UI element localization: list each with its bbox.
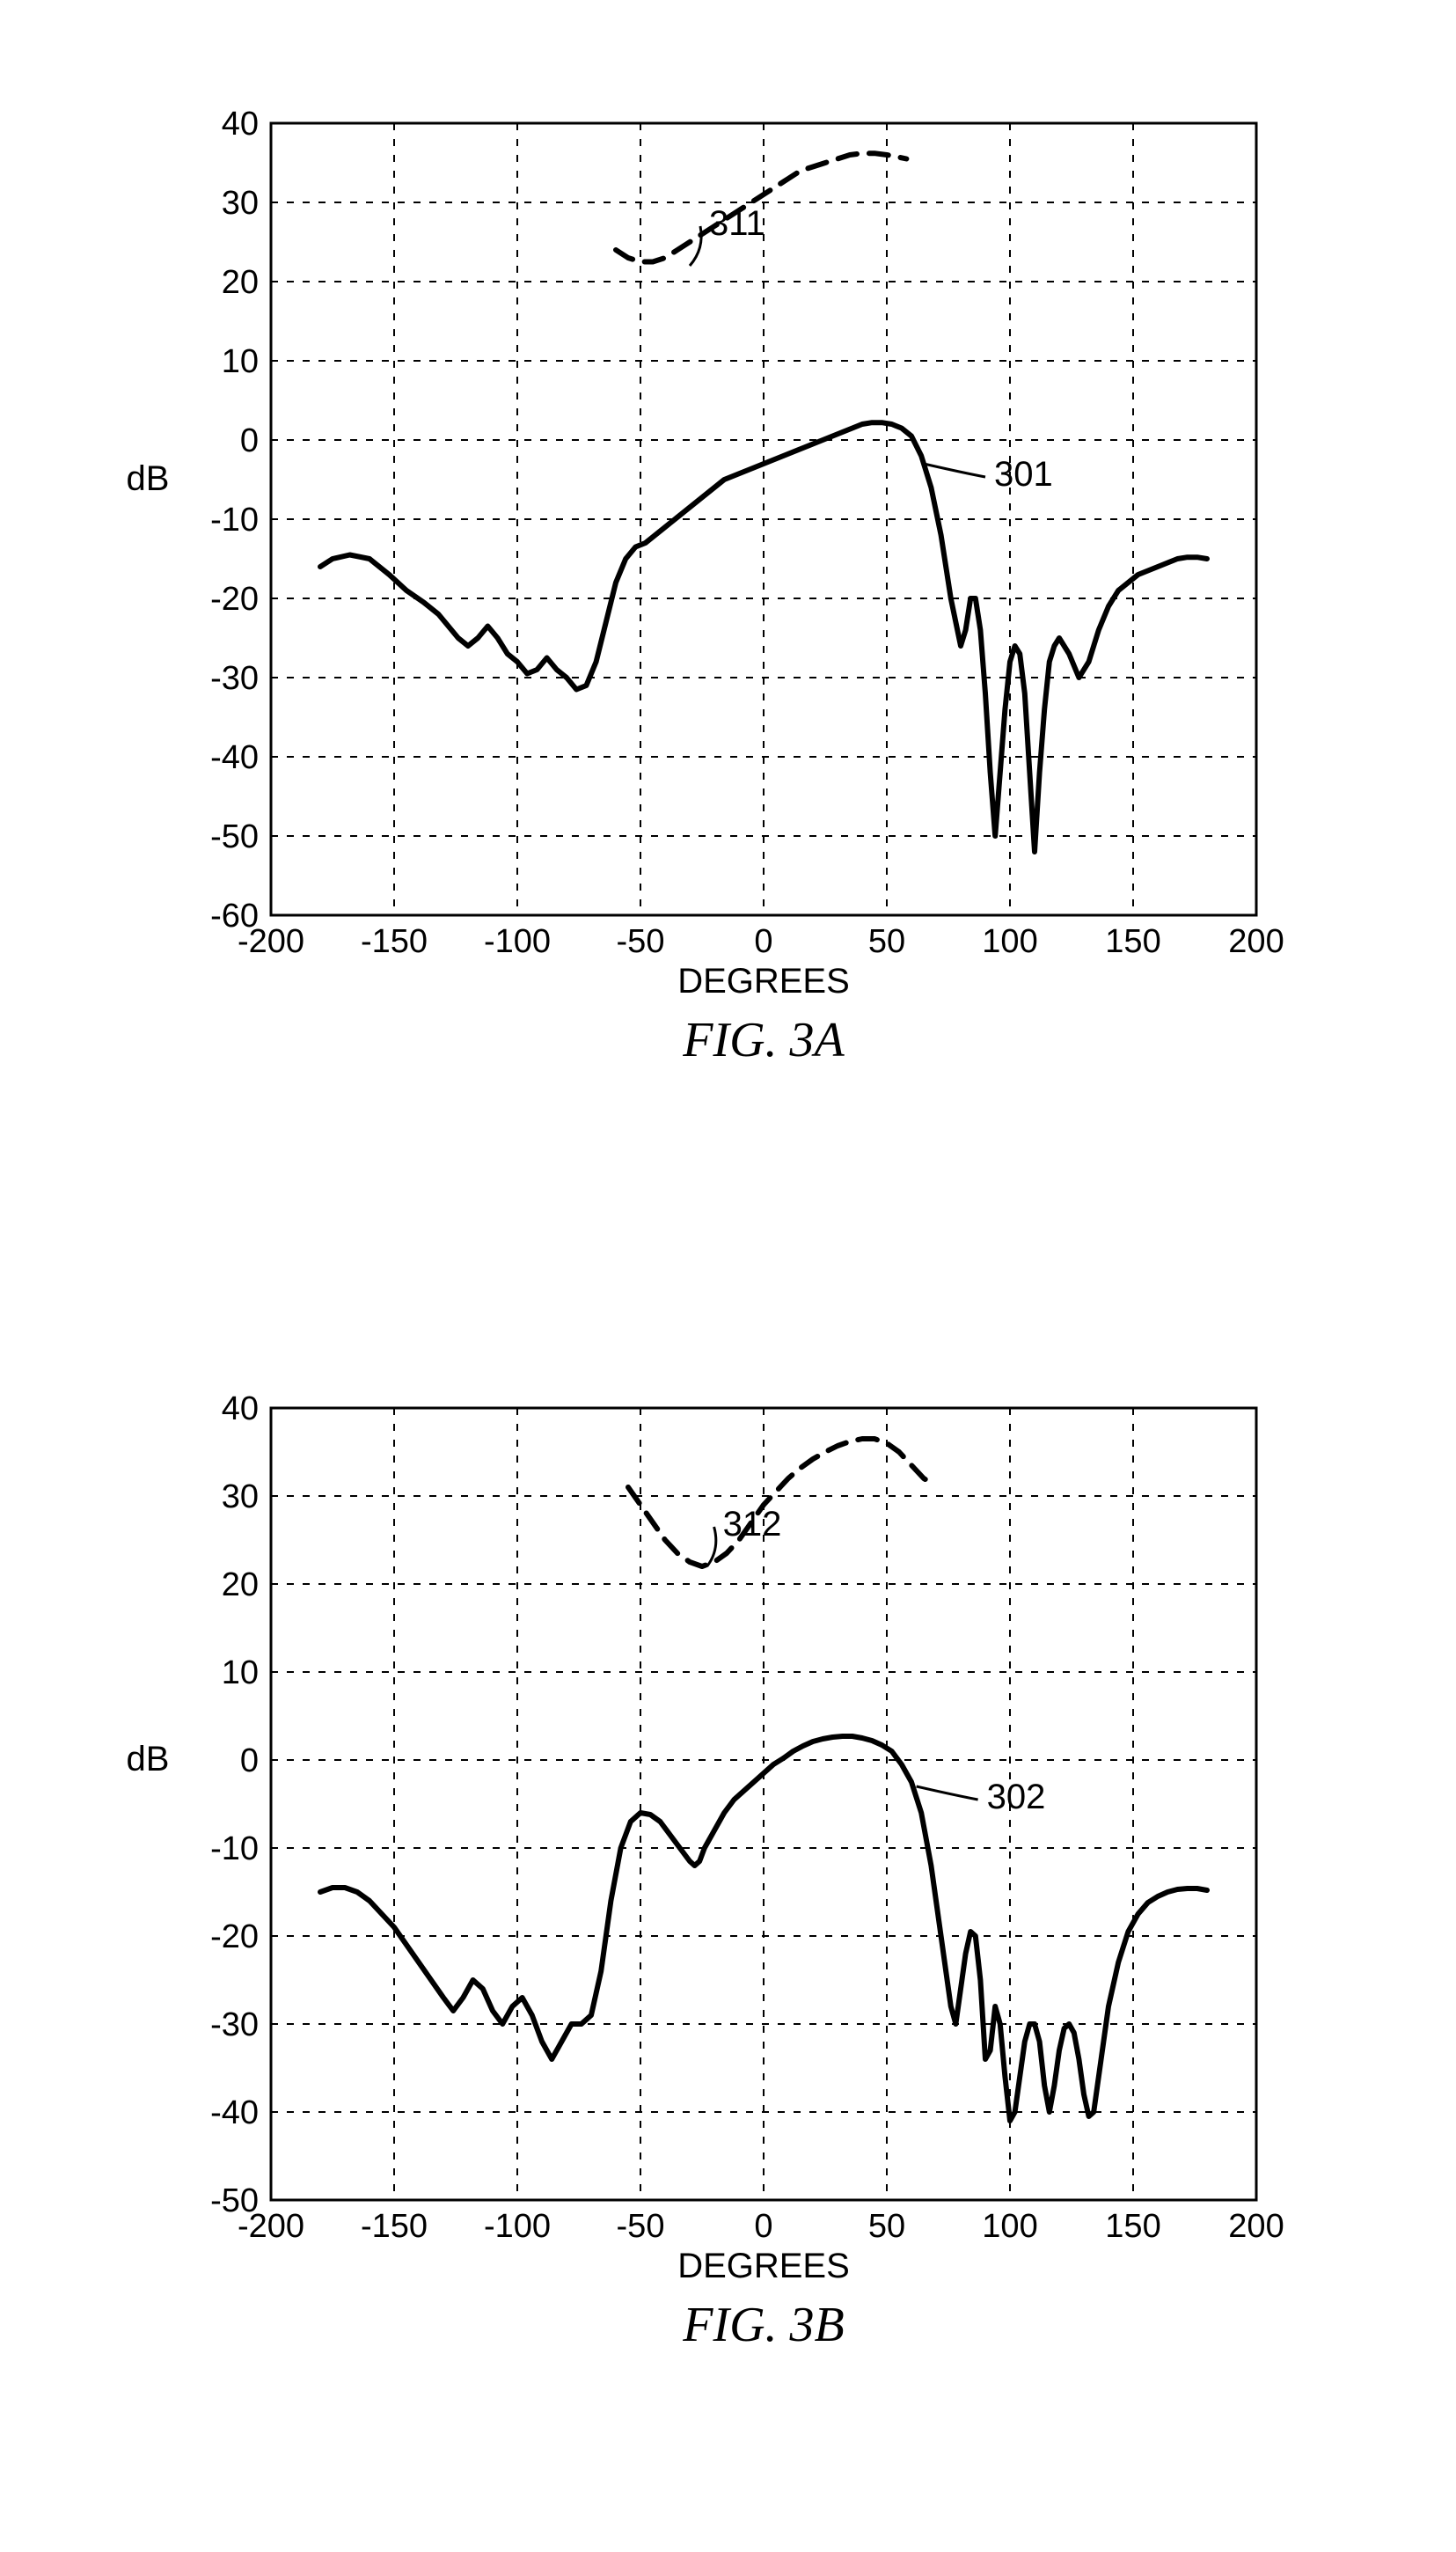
callout-label-312: 312	[722, 1505, 781, 1544]
y-tick-label: 30	[221, 1478, 258, 1515]
y-tick-label: 40	[221, 106, 258, 143]
x-tick-label: -50	[616, 2208, 664, 2245]
x-tick-label: 0	[754, 2208, 772, 2245]
chart-3a-svg: -20 0 -150 -100 -50 0 50 100 150 200 -60 -50 -40 -30 -…	[95, 106, 1362, 1109]
y-tick-label: -10	[210, 502, 259, 539]
figure-title: FIG. 3A	[682, 1013, 845, 1067]
figure-3a: -20 0 -150 -100 -50 0 50 100 150 200 -60 -50 -40 -30 -…	[95, 106, 1362, 1113]
x-tick-label: -100	[483, 923, 550, 960]
x-tick-label: 200	[1228, 923, 1284, 960]
x-tick-label: 50	[867, 923, 904, 960]
y-tick-label: 20	[221, 1566, 258, 1603]
y-axis-label: dB	[126, 459, 169, 498]
y-tick-label: -20	[210, 581, 259, 618]
y-tick-label: -30	[210, 660, 259, 697]
x-tick-label: 150	[1105, 2208, 1160, 2245]
callout-label-311: 311	[709, 204, 765, 243]
y-tick-label: 10	[221, 343, 258, 380]
figure-title: FIG. 3B	[682, 2298, 845, 2352]
x-tick-label: 100	[982, 2208, 1037, 2245]
chart-3b-svg: -200-150-100-50050100150200-50-40-30-20-…	[95, 1390, 1362, 2394]
x-tick-label: 50	[867, 2208, 904, 2245]
y-tick-label: -20	[210, 1918, 259, 1955]
y-tick-label: -60	[210, 898, 259, 935]
x-axis-label: DEGREES	[677, 2247, 850, 2285]
x-tick-label: 0	[754, 923, 772, 960]
callout-label-301: 301	[994, 455, 1053, 494]
y-tick-label: -30	[210, 2006, 259, 2043]
x-tick-label: 100	[982, 923, 1037, 960]
x-axis-label: DEGREES	[677, 962, 850, 1001]
y-tick-label: -40	[210, 739, 259, 776]
x-tick-label: -50	[616, 923, 664, 960]
y-tick-label: -40	[210, 2094, 259, 2131]
y-tick-label: -50	[210, 2182, 259, 2219]
y-tick-label: -10	[210, 1830, 259, 1867]
x-tick-label: 150	[1105, 923, 1160, 960]
y-tick-label: 0	[239, 422, 258, 459]
figure-3b: -200-150-100-50050100150200-50-40-30-20-…	[95, 1390, 1362, 2398]
y-tick-label: 20	[221, 264, 258, 301]
y-tick-label: 0	[239, 1742, 258, 1779]
callout-label-302: 302	[986, 1778, 1045, 1816]
y-tick-label: 40	[221, 1390, 258, 1427]
x-tick-label: -150	[360, 923, 427, 960]
x-tick-label: 200	[1228, 2208, 1284, 2245]
page: -200-150-100-50050100150200-60-50-40-30-…	[0, 0, 1456, 2552]
x-tick-label: -100	[483, 2208, 550, 2245]
x-tick-label: -150	[360, 2208, 427, 2245]
y-tick-label: 10	[221, 1654, 258, 1691]
y-tick-label: -50	[210, 818, 259, 855]
y-tick-label: 30	[221, 185, 258, 222]
y-axis-label: dB	[126, 1740, 169, 1778]
